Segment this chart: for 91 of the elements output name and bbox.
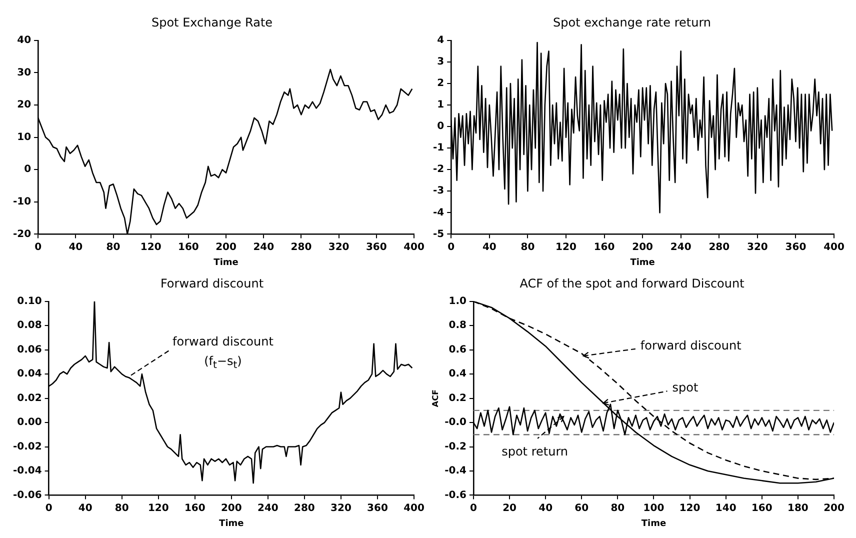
y-tick-label: -3 [433, 186, 444, 197]
y-tick-label: 0.10 [17, 296, 42, 307]
y-tick-label: -1 [433, 142, 444, 154]
x-tick-label: 320 [746, 242, 768, 253]
x-tick-label: 120 [148, 502, 169, 514]
x-tick-label: 40 [68, 242, 83, 253]
y-tick-label: -0.02 [12, 441, 42, 452]
x-axis-title: Time [219, 518, 244, 529]
y-tick-label: 0 [24, 164, 32, 176]
y-axis-title: ACF [430, 390, 440, 408]
y-tick-label: -4 [433, 207, 444, 218]
x-tick-label: 100 [643, 502, 664, 514]
y-tick-label: 0.4 [448, 368, 467, 380]
y-tick-label: 1.0 [448, 296, 467, 307]
y-tick-label: 3 [437, 56, 444, 68]
x-axis-title: Time [214, 258, 238, 268]
y-tick-label: 0.08 [17, 320, 42, 332]
x-tick-label: 280 [294, 502, 315, 514]
x-tick-label: 180 [788, 502, 808, 514]
x-tick-label: 140 [715, 502, 736, 514]
x-tick-label: 320 [328, 242, 350, 253]
x-axis-title: Time [630, 258, 655, 268]
y-tick-label: 40 [17, 34, 32, 46]
x-tick-label: 400 [404, 242, 424, 253]
x-tick-label: 60 [574, 502, 589, 514]
x-tick-label: 40 [482, 242, 496, 253]
y-tick-label: 0.02 [17, 392, 42, 404]
x-tick-label: 80 [610, 502, 625, 514]
y-tick-label: 0.00 [17, 417, 42, 428]
x-tick-label: 120 [140, 242, 162, 253]
y-tick-label: 0.06 [17, 344, 42, 356]
y-tick-label: 0.6 [448, 344, 467, 356]
annotation: spot [672, 380, 698, 395]
x-tick-label: 160 [178, 242, 199, 253]
x-tick-label: 160 [184, 502, 206, 514]
x-tick-label: 280 [708, 242, 730, 253]
x-tick-label: 200 [632, 242, 654, 253]
y-tick-label: 10 [17, 132, 32, 143]
y-tick-label: 4 [437, 34, 444, 46]
annotation: spot return [502, 444, 568, 460]
y-tick-label: 0.04 [17, 368, 42, 380]
x-tick-label: 160 [594, 242, 615, 253]
y-tick-label: 1 [437, 100, 444, 111]
x-tick-label: 0 [45, 502, 52, 514]
y-tick-label: 2 [437, 78, 444, 90]
x-tick-label: 200 [824, 502, 844, 514]
y-tick-label: 20 [17, 100, 32, 111]
x-tick-label: 160 [751, 502, 772, 514]
x-tick-label: 200 [220, 502, 242, 514]
x-tick-label: 360 [367, 502, 388, 514]
x-tick-label: 400 [824, 242, 844, 253]
annotation: forward discount [172, 334, 274, 349]
y-tick-label: 30 [17, 67, 32, 78]
annotation: forward discount [640, 338, 742, 352]
y-tick-label: 0.8 [448, 320, 467, 332]
x-tick-label: 40 [78, 502, 92, 514]
y-tick-label: -0.6 [444, 490, 466, 501]
x-tick-label: 240 [257, 502, 278, 514]
x-tick-label: 120 [556, 242, 576, 253]
x-tick-label: 240 [670, 242, 692, 253]
y-tick-label: -0.0 [444, 417, 466, 428]
y-tick-label: -20 [12, 228, 32, 240]
x-tick-label: 20 [502, 502, 517, 514]
y-tick-label: -0.2 [444, 441, 466, 452]
x-tick-label: 120 [679, 502, 700, 514]
chart-title: Forward discount [160, 276, 264, 290]
x-tick-label: 240 [253, 242, 274, 253]
x-tick-label: 360 [366, 242, 387, 253]
y-tick-label: -5 [433, 228, 444, 240]
y-tick-label: -0.4 [444, 466, 466, 477]
x-tick-label: 0 [470, 502, 477, 514]
chart-title: ACF of the spot and forward Discount [520, 276, 745, 290]
x-axis-title: Time [641, 518, 666, 529]
x-tick-label: 360 [785, 242, 806, 253]
x-tick-label: 280 [290, 242, 312, 253]
y-tick-label: 0 [437, 121, 444, 132]
x-tick-label: 80 [106, 242, 120, 253]
y-tick-label: -0.06 [12, 490, 42, 501]
annotation: (f$_{t}$−s$_{t}$) [204, 354, 242, 372]
x-tick-label: 40 [538, 502, 553, 514]
x-tick-label: 400 [404, 502, 424, 514]
x-tick-label: 320 [330, 502, 352, 514]
x-tick-label: 80 [114, 502, 129, 514]
x-tick-label: 200 [216, 242, 237, 253]
y-tick-label: -0.04 [12, 466, 42, 477]
y-tick-label: -2 [433, 164, 444, 176]
y-tick-label: 0.2 [448, 392, 467, 404]
chart-title: Spot Exchange Rate [151, 15, 273, 30]
chart-title: Spot exchange rate return [552, 15, 712, 30]
x-tick-label: 80 [520, 242, 535, 253]
y-tick-label: -10 [12, 196, 32, 208]
